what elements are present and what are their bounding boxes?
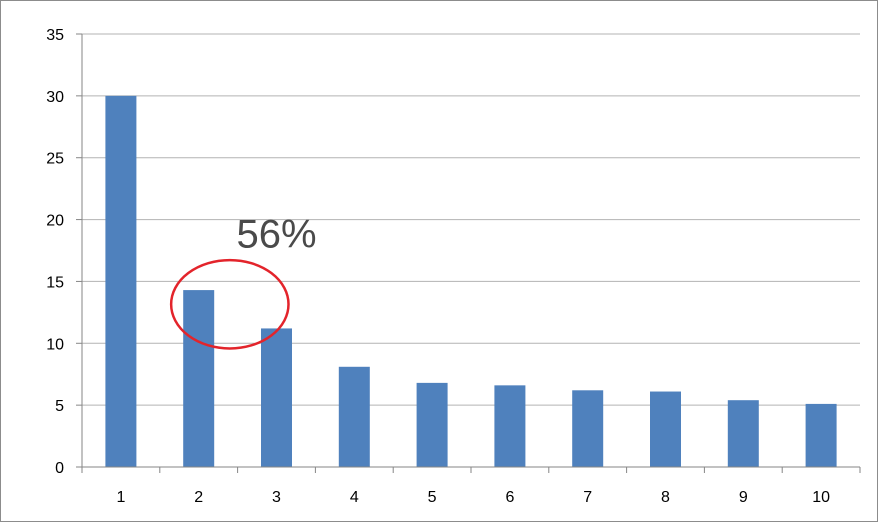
x-tick-label: 5 xyxy=(428,489,437,506)
bar xyxy=(338,366,370,467)
x-tick-label: 1 xyxy=(116,489,125,506)
annotations: 56% xyxy=(169,213,317,350)
x-tick-label: 6 xyxy=(505,489,514,506)
y-tick-labels: 0 5 10 15 20 25 30 35 xyxy=(46,27,64,477)
x-tick-label: 8 xyxy=(661,489,670,506)
bar xyxy=(183,290,215,467)
y-tick-label: 5 xyxy=(55,398,64,415)
y-tick-label: 30 xyxy=(46,89,64,106)
x-tick-label: 10 xyxy=(812,489,830,506)
x-tick-label: 2 xyxy=(194,489,203,506)
bar xyxy=(650,391,681,467)
bar xyxy=(805,403,837,467)
x-tick-label: 9 xyxy=(739,489,748,506)
bar xyxy=(416,382,448,467)
bar xyxy=(105,95,137,467)
y-tick-label: 15 xyxy=(46,274,64,291)
x-tick-label: 3 xyxy=(272,489,281,506)
y-tick-label: 25 xyxy=(46,151,64,168)
y-tick-label: 35 xyxy=(46,27,64,44)
bar xyxy=(261,328,292,467)
bars xyxy=(105,95,837,467)
x-tick-label: 4 xyxy=(350,489,359,506)
x-tick-label: 7 xyxy=(583,489,592,506)
annotation-percent: 56% xyxy=(236,213,316,257)
bar xyxy=(727,400,759,467)
x-tick-labels: 1 2 3 4 5 6 7 8 9 10 xyxy=(116,489,830,506)
y-tick-label: 0 xyxy=(55,460,64,477)
y-tick-label: 20 xyxy=(46,213,64,230)
bar xyxy=(494,385,526,467)
bar xyxy=(572,390,604,467)
highlight-ellipse xyxy=(169,258,290,350)
y-tick-label: 10 xyxy=(46,336,64,353)
axes xyxy=(76,33,861,473)
